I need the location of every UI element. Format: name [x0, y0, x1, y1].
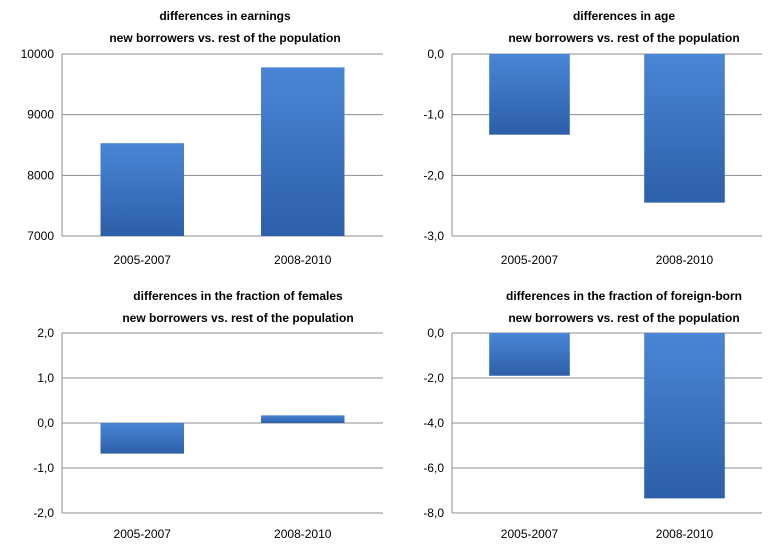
y-tick-label: 0,0: [37, 416, 54, 430]
y-tick-label: -4,0: [423, 416, 444, 430]
x-category-label: 2005-2007: [501, 527, 559, 541]
chart-title-line: differences in earnings: [159, 9, 291, 23]
y-tick-label: 8000: [27, 168, 54, 182]
y-tick-label: 7000: [27, 229, 54, 243]
y-tick-label: -2,0: [423, 371, 444, 385]
chart-panel-4: differences in the fraction of foreign-b…: [423, 289, 762, 541]
y-tick-label: -6,0: [423, 461, 444, 475]
bar-2005-2007: [100, 423, 184, 454]
y-tick-label: -2,0: [33, 506, 54, 520]
chart-title-line: new borrowers vs. rest of the population: [109, 31, 340, 45]
y-tick-label: -8,0: [423, 506, 444, 520]
x-category-label: 2008-2010: [656, 527, 714, 541]
chart-panel-3: differences in the fraction of females ne…: [33, 289, 383, 541]
chart-title-line: differences in the fraction of females: [133, 289, 343, 303]
bar-2008-2010: [644, 54, 725, 203]
y-tick-label: 9000: [27, 108, 54, 122]
bar-2008-2010: [261, 67, 345, 236]
y-tick-label: -2,0: [423, 168, 444, 182]
x-category-label: 2005-2007: [501, 253, 559, 267]
chart-title-line: new borrowers vs. rest of the population: [122, 311, 353, 325]
y-tick-label: -3,0: [423, 229, 444, 243]
chart-panel-1: differences in earnings new borrowers vs.…: [21, 9, 383, 267]
y-tick-label: 1,0: [37, 371, 54, 385]
y-tick-label: 0,0: [427, 47, 444, 61]
chart-title-line: differences in the fraction of foreign-b…: [506, 289, 742, 303]
y-tick-label: 2,0: [37, 326, 54, 340]
y-tick-label: 10000: [21, 47, 55, 61]
y-tick-label: -1,0: [33, 461, 54, 475]
bar-2008-2010: [644, 333, 725, 499]
x-category-label: 2008-2010: [656, 253, 714, 267]
x-category-label: 2005-2007: [114, 527, 172, 541]
chart-title-line: differences in age: [573, 9, 675, 23]
bar-2008-2010: [261, 415, 345, 423]
chart-title-line: new borrowers vs. rest of the population: [508, 31, 739, 45]
chart-title-line: new borrowers vs. rest of the population: [508, 311, 739, 325]
bar-2005-2007: [100, 143, 184, 236]
x-category-label: 2008-2010: [274, 253, 332, 267]
x-category-label: 2005-2007: [114, 253, 172, 267]
x-category-label: 2008-2010: [274, 527, 332, 541]
y-tick-label: 0,0: [427, 326, 444, 340]
y-tick-label: -1,0: [423, 108, 444, 122]
bar-2005-2007: [489, 54, 570, 135]
bar-2005-2007: [489, 333, 570, 376]
chart-panel-2: differences in age new borrowers vs. rest…: [423, 9, 762, 267]
